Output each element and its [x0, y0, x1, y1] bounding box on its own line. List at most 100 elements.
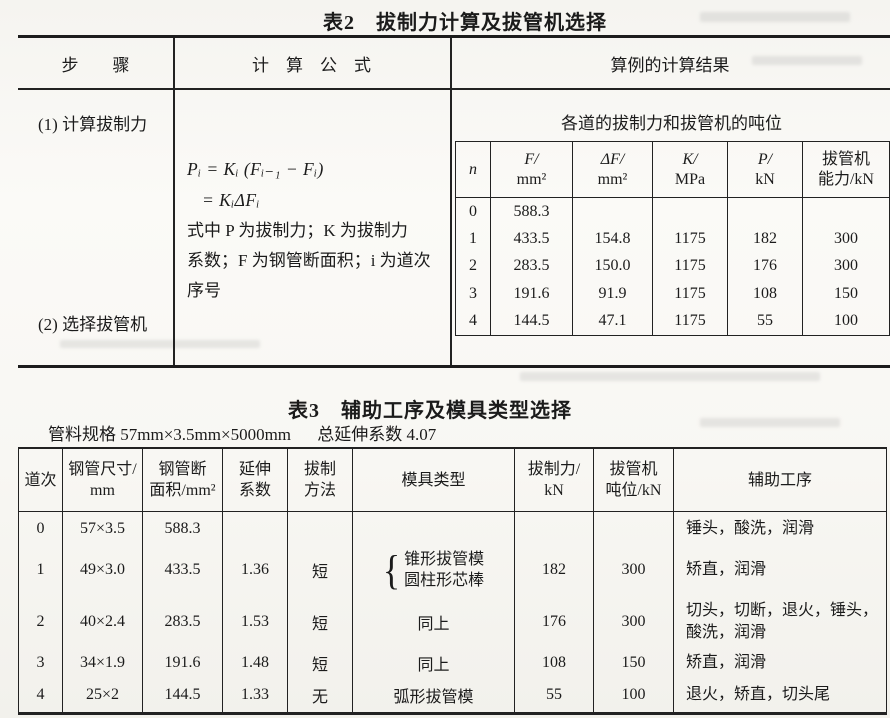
table-cell: 1.53: [223, 594, 288, 649]
table-cell: 182: [728, 225, 803, 253]
total-elongation-coefficient: 总延伸系数 4.07: [317, 425, 437, 444]
table3-header-area: 钢管断 面积/mm²: [143, 449, 223, 512]
table-cell: 1.48: [223, 649, 288, 677]
table-cell: 短: [288, 546, 353, 594]
table-cell: 2: [456, 252, 491, 281]
results-header-F: F/mm²: [491, 142, 573, 198]
formula-line-1: Pᵢ = Kᵢ (Fᵢ₋₁ − Fᵢ): [187, 159, 324, 179]
table-cell: 无: [288, 677, 353, 712]
die-line-2: 圆柱形芯棒: [404, 572, 485, 589]
table-cell: [803, 198, 889, 225]
table-cell: 150: [834, 284, 858, 302]
table-cell: [653, 198, 728, 226]
table-cell: 4: [456, 307, 491, 335]
table2-title: 表2 拔制力计算及拔管机选择: [323, 12, 607, 34]
table-cell: 34×1.9: [63, 649, 143, 677]
brace-glyph: {: [382, 547, 401, 593]
table-cell: 3: [19, 649, 63, 677]
header-capacity-unit: 能力/kN: [817, 170, 874, 188]
table-cell: 4: [19, 677, 63, 712]
table-cell: 40×2.4: [63, 594, 143, 649]
table-cell: 176: [728, 252, 803, 281]
aux-process-cell: 矫直，润滑: [686, 654, 767, 671]
table-cell: 1175: [653, 307, 728, 335]
table3-subtitle: 管料规格 57mm×3.5mm×5000mm 总延伸系数 4.07: [48, 420, 436, 445]
table-cell: 1175: [653, 252, 728, 281]
table-cell: 150: [594, 649, 674, 677]
aux-process-cell: 退火，矫直，切头尾: [686, 685, 831, 703]
header-P-unit: kN: [755, 170, 775, 188]
table-cell: 55: [728, 307, 803, 335]
table-cell: 短: [288, 594, 353, 649]
results-header-capacity: 拔管机 能力/kN: [803, 142, 889, 198]
results-header-P: P/kN: [728, 142, 803, 198]
table-cell: 150.0: [573, 252, 653, 281]
formula-block: Pᵢ = Kᵢ (Fᵢ₋₁ − Fᵢ) = KᵢΔFᵢ 式中 P 为拔制力；K …: [187, 154, 442, 306]
table-cell: 283.5: [143, 594, 223, 649]
table-cell: [288, 512, 353, 546]
table-cell: 91.9: [573, 280, 653, 308]
table3-title: 表3 辅助工序及模具类型选择: [288, 400, 572, 422]
table-cell: 同上: [353, 649, 515, 677]
table3-header-force: 拔制力/ kN: [515, 449, 594, 512]
formula-note-1: 式中 P 为拔制力；K 为拔制力: [187, 221, 408, 240]
table3-header-aux: 辅助工序: [674, 449, 886, 512]
step-1-label: (1) 计算拔制力: [38, 115, 148, 134]
table3-header-pass: 道次: [19, 449, 63, 512]
table2-header-separator: [18, 88, 890, 90]
scan-bleed-artifact: [700, 418, 840, 427]
table-cell: 55: [515, 677, 594, 712]
aux-process-cell: 锤头，酸洗，润滑: [686, 520, 815, 537]
formula-line-2: = KᵢΔFᵢ: [202, 190, 260, 210]
table2-header-formula: 计 算 公 式: [252, 55, 371, 75]
scan-bleed-artifact: [60, 340, 260, 348]
table-cell: 108: [728, 280, 803, 308]
aux-process-cell: 切头，切断，退火，锤头，酸洗，润滑: [686, 601, 879, 641]
table-cell: 1: [19, 546, 63, 594]
scan-bleed-artifact: [752, 56, 862, 65]
table2-column-divider: [173, 38, 175, 365]
table-cell: 154.8: [573, 225, 653, 253]
results-table-caption: 各道的拔制力和拔管机的吨位: [561, 114, 782, 133]
table-cell: 1.36: [223, 546, 288, 594]
table-cell: 0: [456, 198, 491, 226]
table-cell: [353, 512, 515, 546]
table2-column-divider: [450, 38, 452, 365]
table-cell: 588.3: [143, 512, 223, 546]
header-dF-unit: mm²: [597, 170, 628, 188]
table-cell: 176: [515, 594, 594, 649]
table-cell: 1: [456, 225, 491, 253]
table3: 道次 钢管尺寸/ mm 钢管断 面积/mm² 延伸 系数 拔制 方法 模具类型 …: [18, 447, 887, 715]
table-cell: [573, 198, 653, 226]
table3-header-die-type: 模具类型: [353, 449, 515, 512]
table-cell: 144.5: [143, 677, 223, 712]
table-cell: 182: [515, 546, 594, 594]
die-type-cell: { 锥形拔管模 圆柱形芯棒: [353, 546, 515, 594]
table3-header-size: 钢管尺寸/ mm: [63, 449, 143, 512]
results-header-dF: ΔF/mm²: [573, 142, 653, 198]
table-cell: [223, 512, 288, 546]
table-cell: 1.33: [223, 677, 288, 712]
die-type-group: { 锥形拔管模 圆柱形芯棒: [382, 547, 485, 593]
table-cell: 2: [19, 594, 63, 649]
table-cell: 0: [19, 512, 63, 546]
pipe-spec: 管料规格 57mm×3.5mm×5000mm: [48, 425, 292, 444]
table-cell: [515, 512, 594, 546]
table-cell: 短: [288, 649, 353, 677]
results-header-K: K/MPa: [653, 142, 728, 198]
table-cell: 144.5: [491, 307, 573, 335]
table-cell: 300: [594, 594, 674, 649]
table-cell: 433.5: [491, 225, 573, 253]
table-cell: [728, 198, 803, 226]
table3-header-elongation: 延伸 系数: [223, 449, 288, 512]
table-cell: 47.1: [573, 307, 653, 335]
table-cell: 300: [834, 257, 858, 275]
scan-bleed-artifact: [520, 372, 820, 381]
table-cell: [594, 512, 674, 546]
table-cell: 3: [456, 280, 491, 308]
table-cell: 191.6: [491, 280, 573, 308]
die-line-1: 锥形拔管模: [404, 551, 485, 568]
table-cell: 300: [594, 546, 674, 594]
formula-note-3: 序号: [187, 281, 221, 300]
header-F-unit: mm²: [516, 170, 547, 188]
